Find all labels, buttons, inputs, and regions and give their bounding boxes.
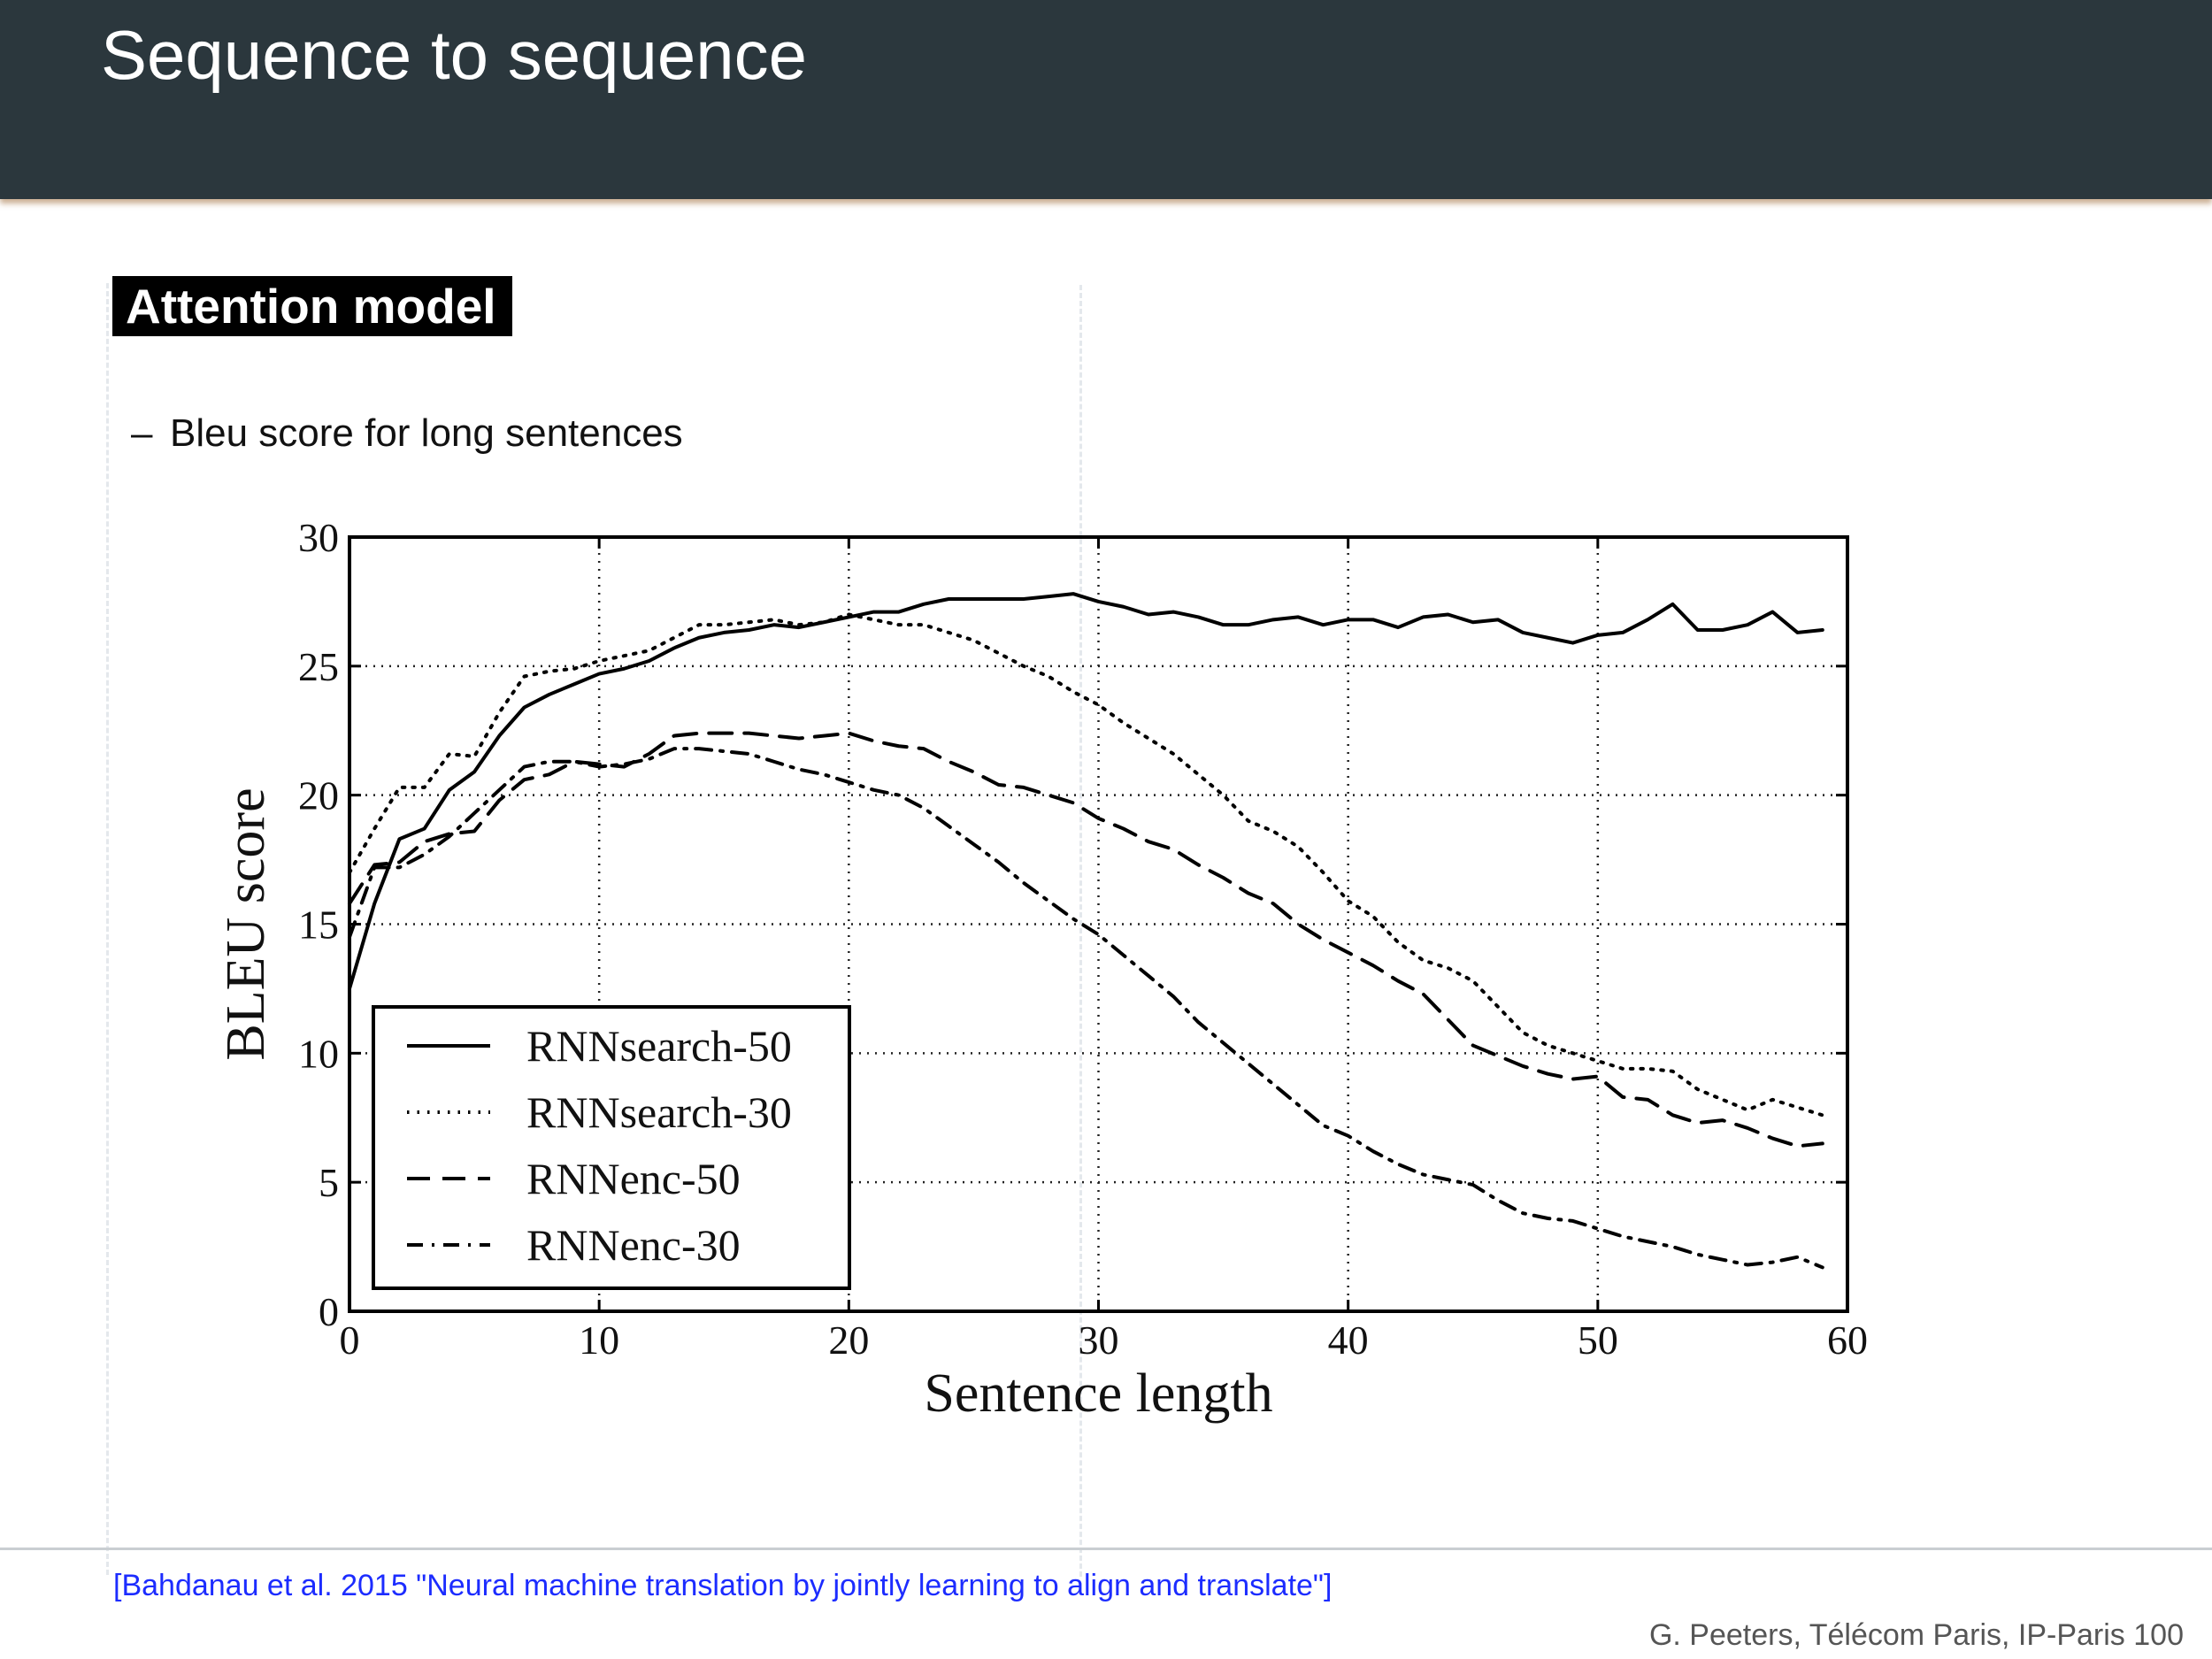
legend-label: RNNenc-30 bbox=[526, 1220, 741, 1270]
bullet-item: – Bleu score for long sentences bbox=[131, 407, 683, 460]
x-axis-title: Sentence length bbox=[924, 1363, 1272, 1424]
y-tick-label: 0 bbox=[319, 1289, 339, 1334]
layout-guide-left bbox=[106, 283, 109, 1575]
series-line-0 bbox=[348, 592, 1824, 991]
legend-label: RNNsearch-30 bbox=[526, 1087, 792, 1137]
bullet-text: Bleu score for long sentences bbox=[170, 411, 683, 455]
layout-guide-center bbox=[1079, 285, 1082, 1577]
y-tick-label: 10 bbox=[298, 1031, 339, 1076]
legend-box bbox=[372, 1005, 851, 1290]
x-tick-label: 50 bbox=[1578, 1317, 1618, 1363]
series-line-3 bbox=[348, 747, 1824, 1270]
plot-frame bbox=[348, 535, 1849, 1313]
slide-header: Sequence to sequence bbox=[0, 0, 2212, 199]
legend-label: RNNenc-50 bbox=[526, 1154, 741, 1203]
legend-label: RNNsearch-50 bbox=[526, 1021, 792, 1071]
y-axis-title: BLEU score bbox=[216, 787, 276, 1060]
bullet-dash-icon: – bbox=[131, 411, 153, 455]
x-tick-label: 20 bbox=[828, 1317, 869, 1363]
section-heading: Attention model bbox=[112, 276, 512, 336]
y-tick-label: 25 bbox=[298, 644, 339, 689]
citation-link[interactable]: [Bahdanau et al. 2015 "Neural machine tr… bbox=[113, 1569, 1333, 1602]
y-tick-label: 15 bbox=[298, 902, 339, 948]
x-tick-label: 10 bbox=[579, 1317, 619, 1363]
x-tick-label: 30 bbox=[1079, 1317, 1119, 1363]
slide-footer: G. Peeters, Télécom Paris, IP-Paris 100 bbox=[1648, 1618, 2184, 1652]
x-tick-label: 40 bbox=[1328, 1317, 1369, 1363]
y-tick-label: 20 bbox=[298, 773, 339, 818]
x-tick-label: 0 bbox=[340, 1317, 360, 1363]
x-tick-label: 60 bbox=[1827, 1317, 1868, 1363]
y-tick-label: 5 bbox=[319, 1160, 339, 1205]
series-line-1 bbox=[348, 612, 1824, 1118]
y-tick-label: 30 bbox=[298, 515, 339, 560]
footer-divider bbox=[0, 1548, 2212, 1550]
series-line-2 bbox=[348, 731, 1824, 1148]
slide-title: Sequence to sequence bbox=[101, 16, 807, 94]
